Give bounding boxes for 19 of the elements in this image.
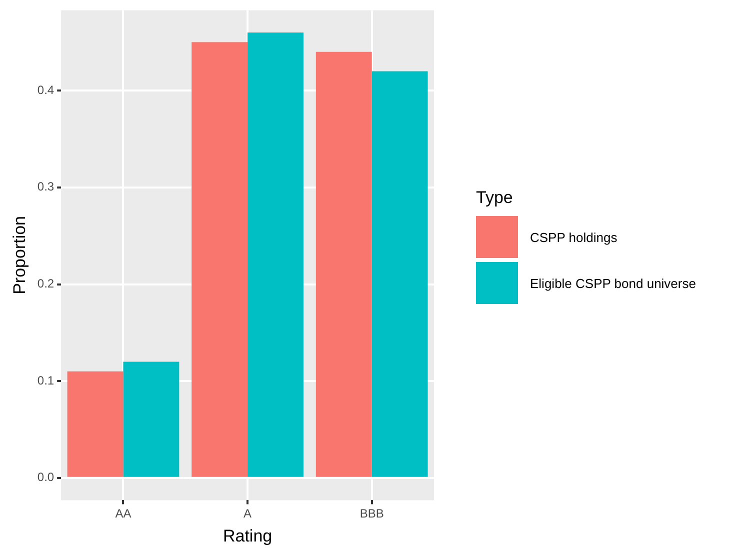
y-axis-title: Proportion bbox=[10, 216, 29, 294]
y-tick-label: 0.1 bbox=[37, 373, 54, 388]
legend-title: Type bbox=[476, 188, 514, 208]
x-axis-title: Rating bbox=[222, 526, 272, 546]
x-tick-label: A bbox=[244, 506, 252, 521]
y-tick-label: 0.4 bbox=[37, 82, 54, 97]
x-tick-label: BBB bbox=[360, 506, 384, 521]
bar bbox=[123, 362, 180, 477]
bar bbox=[372, 71, 428, 477]
y-tick-label: 0.3 bbox=[37, 180, 54, 194]
text: CSPP holdings bbox=[530, 230, 618, 244]
y-tick-label: 0.0 bbox=[37, 470, 54, 484]
y-tick-label: 0.2 bbox=[37, 276, 54, 291]
x-tick-label: AA bbox=[115, 506, 132, 521]
bar bbox=[248, 32, 304, 477]
bar bbox=[192, 42, 248, 477]
text: Eligible CSPP bond universe bbox=[530, 276, 696, 290]
bar bbox=[316, 52, 372, 477]
bar bbox=[67, 371, 124, 477]
